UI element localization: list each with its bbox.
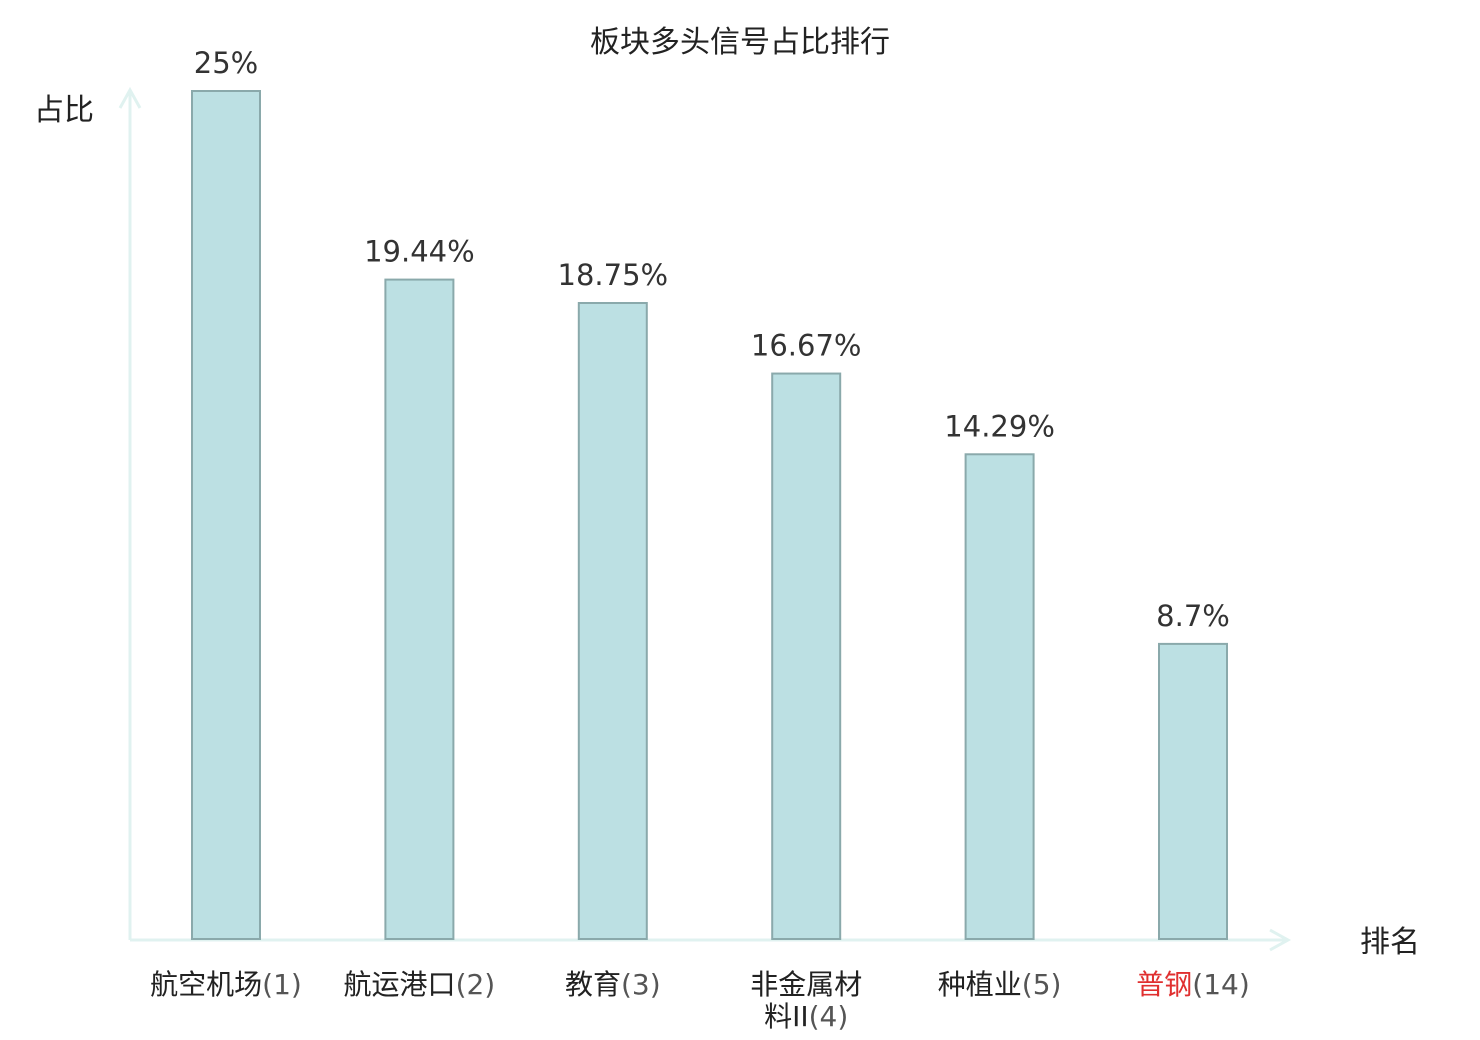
value-label: 8.7% <box>1156 599 1230 633</box>
x-axis-label: 排名 <box>1360 925 1420 960</box>
y-axis-label: 占比 <box>34 93 94 128</box>
bars-group: 25% 航空机场(1) 19.44% 航运港口(2) 18.75% 教育(3) 16.67%… <box>150 46 1250 1033</box>
category-label: 航空机场(1) <box>150 968 302 1001</box>
category-label: 教育(3) <box>565 968 661 1001</box>
category-label: 非金属材 <box>750 968 862 1001</box>
bar <box>1158 642 1228 940</box>
bar <box>964 453 1035 940</box>
bar <box>384 278 455 940</box>
value-label: 25% <box>194 46 258 80</box>
value-label: 18.75% <box>558 258 669 292</box>
category-label: 种植业(5) <box>938 968 1062 1001</box>
value-label: 19.44% <box>364 235 475 269</box>
bar <box>577 302 648 940</box>
category-label: 普钢(14) <box>1136 968 1250 1001</box>
value-label: 14.29% <box>944 409 1055 443</box>
bar <box>771 372 842 940</box>
bar <box>191 90 261 940</box>
category-label: 航运港口(2) <box>344 968 496 1001</box>
y-axis-arrow <box>118 86 142 109</box>
value-label: 16.67% <box>751 329 862 363</box>
chart-title: 板块多头信号占比排行 <box>590 25 890 60</box>
category-label: 料II(4) <box>764 1000 848 1033</box>
x-axis-arrow <box>1269 928 1292 952</box>
